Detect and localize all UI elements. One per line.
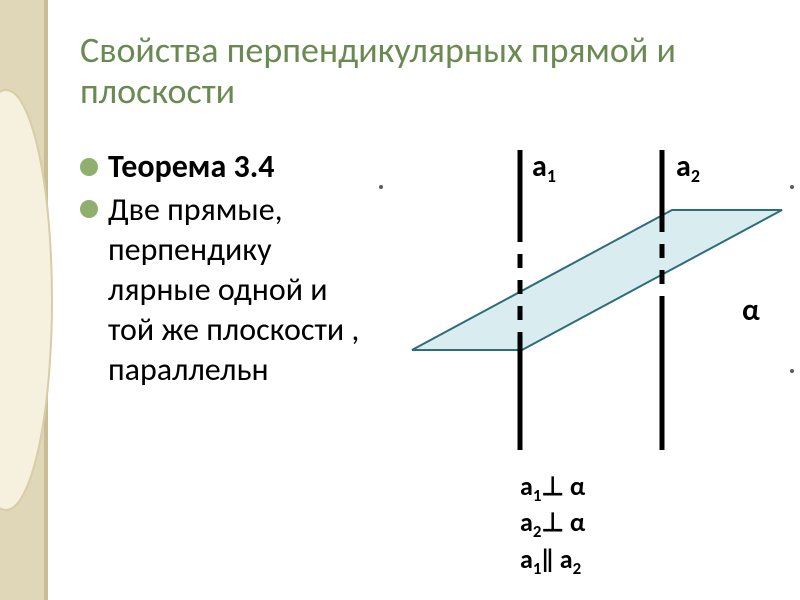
text-column: Теорема 3.4 Две прямые, перпендику лярны…	[80, 148, 370, 394]
stray-dot	[379, 185, 383, 189]
body-text: Две прямые, перпендику лярные одной и то…	[108, 190, 370, 390]
formulas: a1⊥ α a2⊥ α a1‖ a2	[520, 470, 585, 579]
bullet-theorem: Теорема 3.4	[80, 148, 370, 186]
plane-alpha	[412, 210, 782, 350]
label-a1: а1	[532, 148, 556, 187]
left-decoration	[0, 0, 64, 600]
slide-content: Свойства перпендикулярных прямой и плоск…	[72, 0, 800, 600]
decoration-svg	[0, 0, 64, 600]
formula-1: a1⊥ α	[520, 470, 585, 506]
diagram-svg: а1 а2 α	[392, 140, 792, 560]
label-a2: а2	[676, 148, 700, 187]
label-alpha: α	[742, 292, 760, 329]
diagram: а1 а2 α a1⊥ α a2⊥ α a1‖ a2	[392, 140, 792, 560]
theorem-label: Теорема 3.4	[108, 148, 274, 186]
formula-3: a1‖ a2	[520, 543, 585, 579]
bullet-icon	[80, 158, 98, 176]
bullet-icon	[80, 200, 98, 218]
stray-dot	[790, 369, 794, 373]
bullet-body: Две прямые, перпендику лярные одной и то…	[80, 190, 370, 390]
slide-title: Свойства перпендикулярных прямой и плоск…	[80, 30, 780, 113]
formula-2: a2⊥ α	[520, 506, 585, 542]
stray-dot	[790, 185, 794, 189]
